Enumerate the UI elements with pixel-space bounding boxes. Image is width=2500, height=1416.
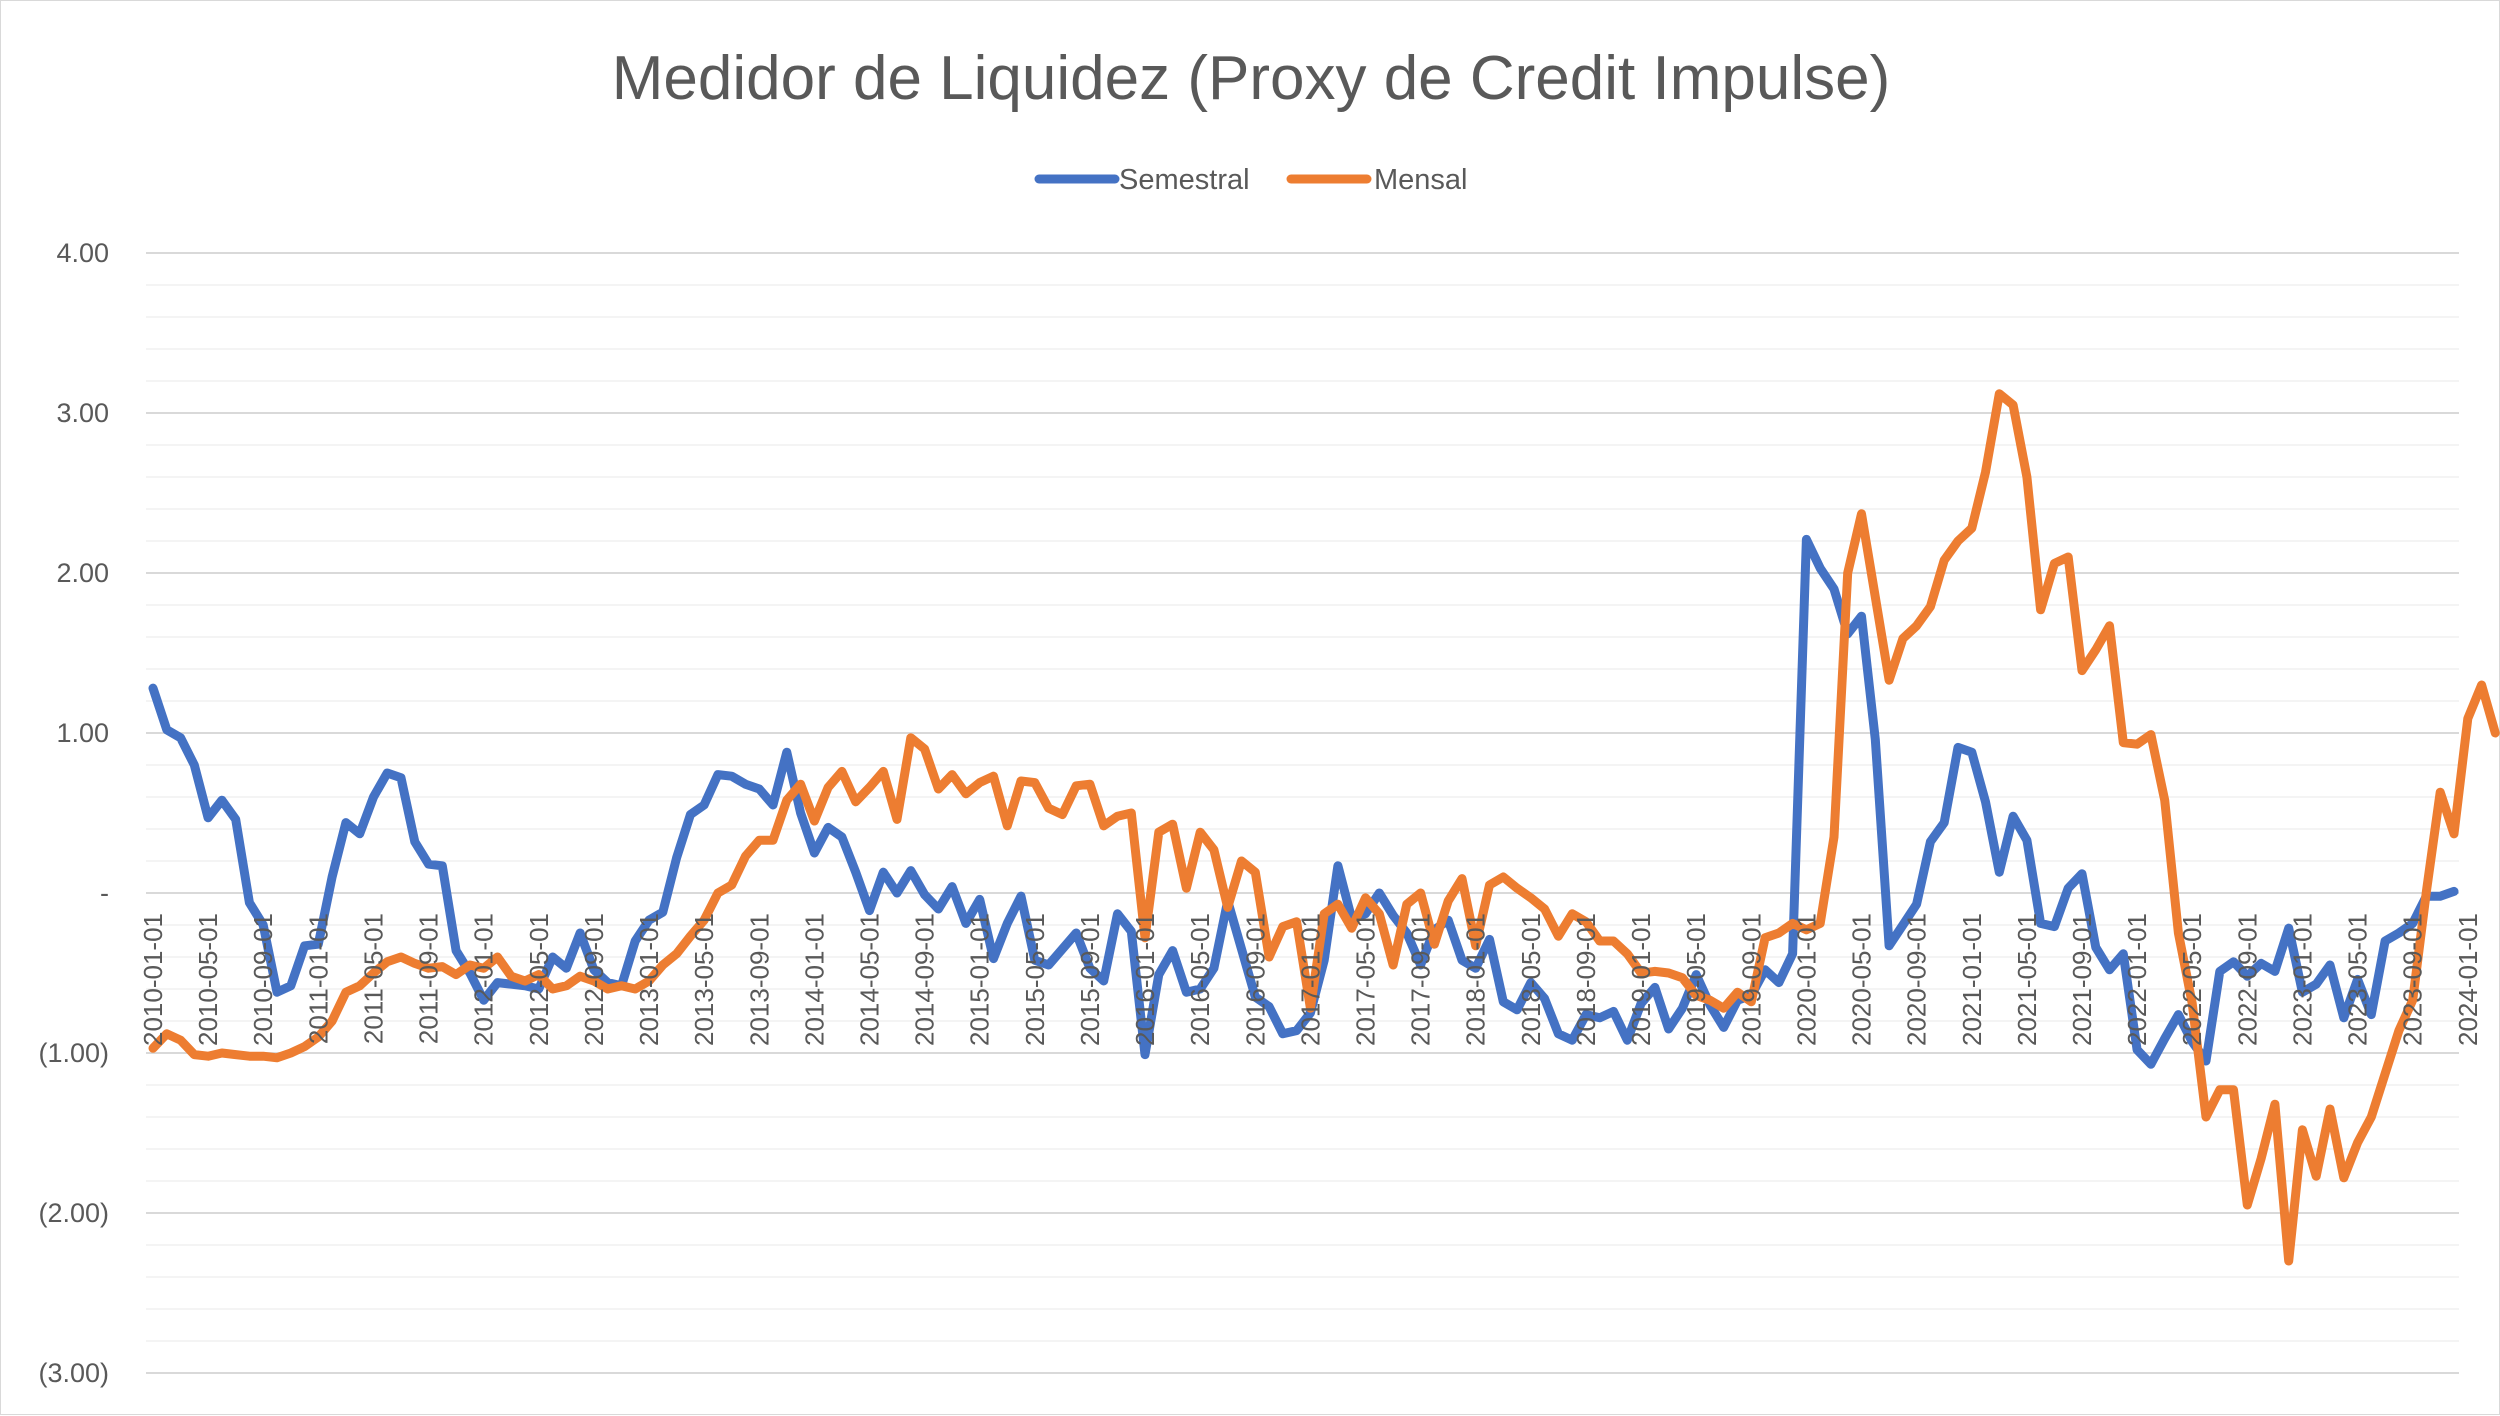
x-tick-label: 2016-01-01 (1130, 913, 1160, 1046)
x-tick-label: 2022-05-01 (2177, 913, 2207, 1046)
x-tick-label: 2011-01-01 (303, 913, 333, 1044)
x-tick-label: 2020-01-01 (1791, 913, 1821, 1046)
x-tick-label: 2019-05-01 (1681, 913, 1711, 1046)
y-axis-tick-labels: (3.00) (2.00) (1.00) - 1.00 2.00 3.00 4.00 (38, 238, 109, 1388)
major-gridlines (146, 252, 2459, 1374)
series-lines (148, 389, 2500, 1266)
x-tick-label: 2023-01-01 (2287, 913, 2317, 1046)
x-tick-label: 2012-05-01 (524, 913, 554, 1046)
series-line-semestral (148, 534, 2459, 1069)
x-tick-label: 2014-01-01 (799, 913, 829, 1046)
x-tick-label: 2018-05-01 (1516, 913, 1546, 1046)
series-line-mensal (148, 389, 2500, 1266)
x-tick-label: 2014-09-01 (910, 913, 940, 1046)
y-tick-label: - (100, 878, 109, 908)
x-tick-label: 2021-09-01 (2067, 913, 2097, 1046)
x-tick-label: 2014-05-01 (855, 913, 885, 1046)
x-tick-label: 2017-01-01 (1295, 913, 1325, 1046)
x-tick-label: 2017-05-01 (1351, 913, 1381, 1046)
legend: Semestral Mensal (1034, 164, 1468, 196)
y-tick-label: (1.00) (38, 1038, 109, 1068)
chart-title: Medidor de Liquidez (Proxy de Credit Imp… (612, 44, 1890, 113)
x-tick-label: 2021-01-01 (1957, 913, 1987, 1046)
x-tick-label: 2012-01-01 (469, 913, 499, 1046)
x-tick-label: 2015-05-01 (1020, 913, 1050, 1046)
x-tick-label: 2023-05-01 (2343, 913, 2373, 1046)
minor-gridlines (146, 284, 2459, 1342)
y-tick-label: 3.00 (56, 398, 109, 428)
x-tick-label: 2015-01-01 (965, 913, 995, 1046)
x-tick-label: 2010-09-01 (248, 913, 278, 1046)
x-tick-label: 2018-09-01 (1571, 913, 1601, 1046)
y-tick-label: 1.00 (56, 718, 109, 748)
y-tick-label: 4.00 (56, 238, 109, 268)
y-tick-label: (3.00) (38, 1358, 109, 1388)
x-tick-label: 2020-09-01 (1902, 913, 1932, 1046)
x-tick-label: 2022-09-01 (2232, 913, 2262, 1046)
x-tick-label: 2024-01-01 (2453, 913, 2483, 1046)
x-tick-label: 2017-09-01 (1406, 913, 1436, 1046)
legend-label-semestral: Semestral (1119, 164, 1250, 196)
x-tick-label: 2016-05-01 (1185, 913, 1215, 1046)
x-tick-label: 2013-05-01 (689, 913, 719, 1046)
x-axis-tick-labels: 2010-01-01 2010-05-01 2010-09-01 2011-01-01… (138, 913, 2483, 1046)
x-tick-label: 2022-01-01 (2122, 913, 2152, 1046)
x-tick-label: 2021-05-01 (2012, 913, 2042, 1046)
x-tick-label: 2013-09-01 (744, 913, 774, 1046)
x-tick-label: 2023-09-01 (2398, 913, 2428, 1046)
x-tick-label: 2020-05-01 (1847, 913, 1877, 1046)
x-tick-label: 2015-09-01 (1075, 913, 1105, 1046)
x-tick-label: 2010-01-01 (138, 913, 168, 1046)
x-tick-label: 2013-01-01 (634, 913, 664, 1046)
x-tick-label: 2011-09-01 (414, 913, 444, 1044)
y-tick-label: (2.00) (38, 1198, 109, 1228)
x-tick-label: 2019-01-01 (1626, 913, 1656, 1046)
x-tick-label: 2018-01-01 (1461, 913, 1491, 1046)
x-tick-label: 2019-09-01 (1736, 913, 1766, 1046)
x-tick-label: 2012-09-01 (579, 913, 609, 1046)
x-tick-label: 2011-05-01 (359, 913, 389, 1044)
y-tick-label: 2.00 (56, 558, 109, 588)
legend-label-mensal: Mensal (1374, 164, 1468, 196)
x-tick-label: 2010-05-01 (193, 913, 223, 1046)
x-tick-label: 2016-09-01 (1240, 913, 1270, 1046)
